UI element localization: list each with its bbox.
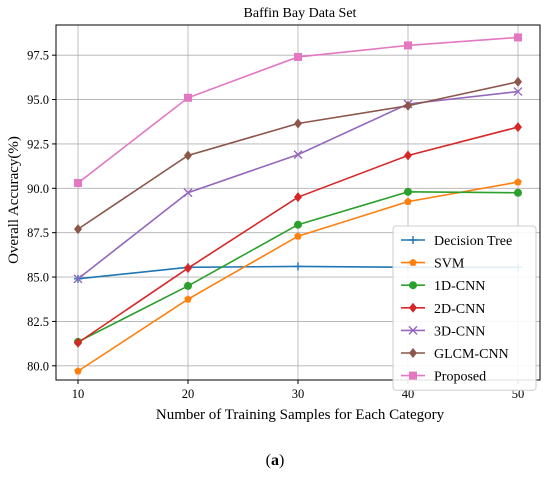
data-point [294, 220, 302, 229]
legend-label: 3D-CNN [434, 324, 485, 339]
legend-item: 3D-CNN [401, 324, 485, 339]
y-axis-label: Overall Accuracy(%) [6, 136, 22, 264]
legend-marker [409, 348, 417, 358]
legend-label: Proposed [434, 370, 486, 385]
legend-box [392, 225, 537, 391]
legend-marker [409, 236, 417, 244]
data-point [294, 192, 302, 203]
series-1d-cnn [74, 187, 522, 346]
data-point [404, 41, 412, 50]
y-tick-label: 82.5 [27, 315, 49, 329]
data-point [294, 52, 302, 61]
data-point [183, 188, 193, 198]
data-point [184, 263, 192, 274]
data-point [74, 178, 82, 187]
legend-label: SVM [434, 257, 465, 272]
series-svm [74, 178, 522, 375]
data-point [293, 150, 303, 160]
legend-item: Decision Tree [401, 234, 512, 249]
legend-marker [409, 258, 417, 266]
legend-marker [409, 371, 417, 380]
data-point [404, 100, 412, 111]
data-point [514, 188, 522, 197]
data-point [74, 367, 82, 375]
data-point [513, 87, 523, 97]
data-point [184, 281, 192, 290]
legend-item: 1D-CNN [401, 279, 485, 294]
legend-item: GLCM-CNN [401, 347, 509, 362]
data-point [514, 178, 522, 186]
legend-item: 2D-CNN [401, 302, 485, 317]
figure-caption: (a) [0, 452, 550, 470]
legend: Decision Tree SVM 1D-CNN 2D-CNN 3D-CNN GLCM-C… [392, 225, 537, 391]
y-tick-label: 87.5 [27, 226, 49, 240]
series-glcm-cnn [74, 76, 522, 235]
legend-marker [409, 281, 417, 290]
caption-close: ) [279, 452, 285, 469]
legend-label: GLCM-CNN [434, 347, 509, 362]
line-chart: Baffin Bay Data Set 10 20 30 40 5080.082.585… [6, 6, 541, 423]
data-point [294, 232, 302, 240]
data-point [404, 197, 412, 205]
x-axis-label: Number of Training Samples for Each Cate… [156, 407, 445, 423]
data-point [404, 187, 412, 196]
chart-title: Baffin Bay Data Set [244, 6, 357, 21]
x-tick-label: 10 [72, 387, 85, 401]
y-tick-label: 95.0 [27, 93, 49, 107]
legend-marker [408, 325, 418, 335]
y-tick-label: 90.0 [27, 182, 49, 196]
legend-item: SVM [401, 257, 465, 272]
legend-label: Decision Tree [434, 234, 512, 249]
y-tick-label: 92.5 [27, 137, 49, 151]
x-tick-label: 30 [292, 387, 305, 401]
y-tick-label: 85.0 [27, 271, 49, 285]
series-2d-cnn [74, 122, 522, 348]
caption-label: a [271, 452, 279, 469]
data-point [514, 76, 522, 87]
legend-marker [409, 302, 417, 313]
plot-frame [55, 24, 541, 381]
legend-item: Proposed [401, 370, 486, 385]
y-tick-label: 80.0 [27, 359, 49, 373]
data-point [514, 122, 522, 133]
legend-label: 2D-CNN [434, 302, 485, 317]
data-point [184, 295, 192, 303]
data-point [514, 33, 522, 42]
data-point [184, 150, 192, 161]
series-proposed [74, 33, 522, 187]
x-tick-label: 20 [182, 387, 195, 401]
data-point [73, 274, 83, 284]
data-point [74, 337, 82, 348]
data-point [184, 93, 192, 102]
data-point [294, 118, 302, 129]
data-point [404, 150, 412, 161]
caption-open: ( [265, 452, 271, 469]
y-tick-label: 97.5 [27, 49, 49, 63]
data-point [74, 224, 82, 235]
data-point [294, 262, 302, 271]
legend-label: 1D-CNN [434, 279, 485, 294]
